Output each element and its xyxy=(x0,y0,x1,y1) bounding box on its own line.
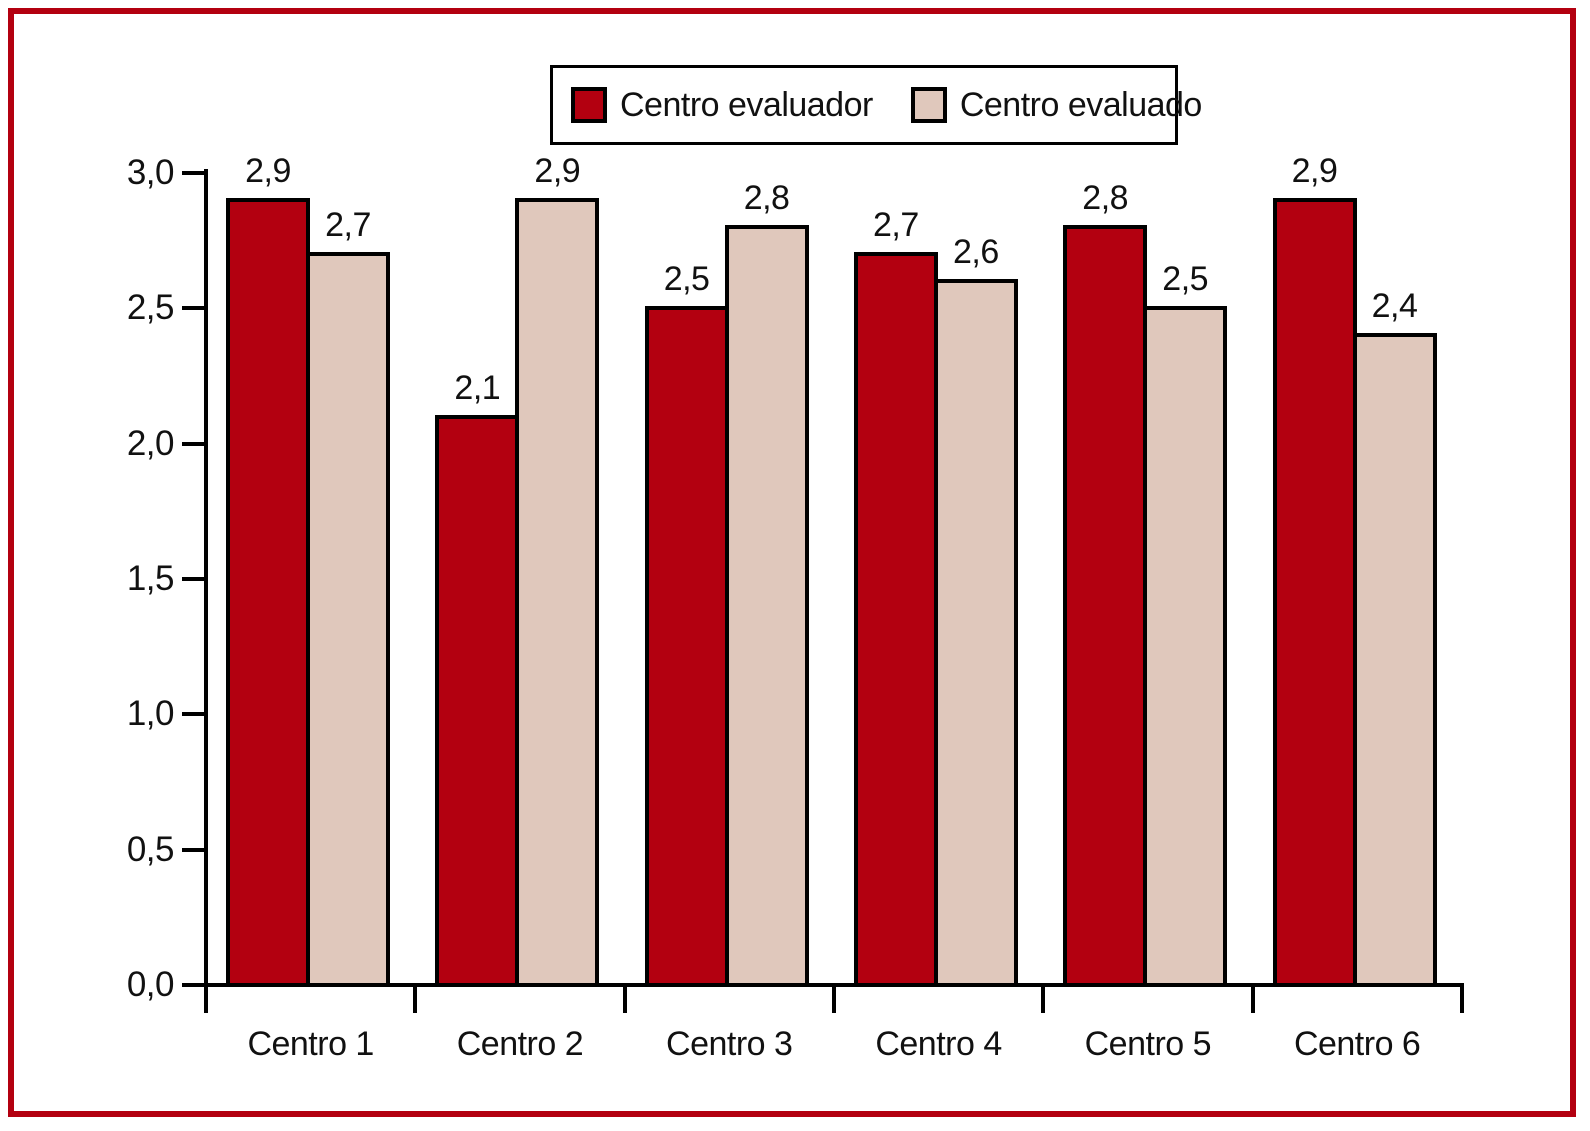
legend-swatch-centro-evaluado-icon xyxy=(910,87,947,123)
legend: Centro evaluador Centro evaluado xyxy=(550,65,1202,145)
y-tick-label: 1,0 xyxy=(126,694,175,734)
bar-value-label: 2,5 xyxy=(663,260,710,299)
bar xyxy=(435,414,520,983)
bar-value-label: 2,8 xyxy=(743,179,790,218)
bar xyxy=(1352,333,1437,983)
legend-label-centro-evaluador: Centro evaluador xyxy=(620,85,873,124)
x-tick xyxy=(622,983,627,1013)
legend-item-centro-evaluado: Centro evaluado xyxy=(910,85,1203,125)
bar-value-label: 2,6 xyxy=(953,233,999,272)
y-tick-label: 0,5 xyxy=(126,829,175,869)
y-tick-label: 0,0 xyxy=(126,965,175,1004)
legend-item-centro-evaluador: Centro evaluador xyxy=(571,86,873,125)
x-tick xyxy=(1041,983,1046,1013)
bar-value-label: 2,7 xyxy=(325,206,371,245)
x-axis-label: Centro 6 xyxy=(1293,1025,1421,1063)
legend-swatch-centro-evaluador-icon xyxy=(571,87,607,123)
x-axis-label: Centro 1 xyxy=(247,1025,374,1063)
y-tick xyxy=(182,983,204,987)
bar xyxy=(1272,197,1357,983)
x-tick xyxy=(1250,983,1255,1013)
bar-value-label: 2,8 xyxy=(1082,179,1129,218)
bar-value-label: 2,9 xyxy=(534,151,581,190)
y-axis xyxy=(204,168,208,1013)
x-tick xyxy=(831,983,836,1013)
bar xyxy=(724,225,809,983)
y-tick-label: 3,0 xyxy=(126,152,175,192)
bar xyxy=(853,252,938,983)
x-axis-label: Centro 3 xyxy=(666,1025,793,1063)
bar-value-label: 2,9 xyxy=(245,151,291,190)
bar xyxy=(306,252,390,983)
x-axis-label: Centro 4 xyxy=(875,1025,1002,1063)
x-axis-label: Centro 2 xyxy=(456,1025,584,1063)
bar xyxy=(515,197,600,983)
y-tick xyxy=(182,170,204,175)
x-tick xyxy=(204,983,208,1013)
y-tick-label: 2,5 xyxy=(126,288,175,328)
y-tick xyxy=(182,576,204,581)
y-tick xyxy=(182,847,204,852)
bar xyxy=(1063,225,1148,983)
bar xyxy=(933,279,1018,983)
x-tick xyxy=(1459,983,1464,1013)
bar-value-label: 2,7 xyxy=(873,206,919,245)
y-tick xyxy=(182,712,204,717)
bar xyxy=(1143,306,1228,983)
y-tick-label: 1,5 xyxy=(126,558,175,598)
x-axis-label: Centro 5 xyxy=(1084,1025,1212,1063)
x-tick xyxy=(413,983,418,1013)
legend-label-centro-evaluado: Centro evaluado xyxy=(959,85,1203,124)
bar xyxy=(226,197,310,983)
y-tick-label: 2,0 xyxy=(126,423,175,463)
bar xyxy=(644,306,729,983)
bar-value-label: 2,4 xyxy=(1371,287,1418,326)
bar-value-label: 2,1 xyxy=(454,368,501,407)
y-tick xyxy=(182,441,204,446)
bar-value-label: 2,9 xyxy=(1291,151,1338,190)
bar-value-label: 2,5 xyxy=(1162,260,1209,299)
y-tick xyxy=(182,306,204,311)
